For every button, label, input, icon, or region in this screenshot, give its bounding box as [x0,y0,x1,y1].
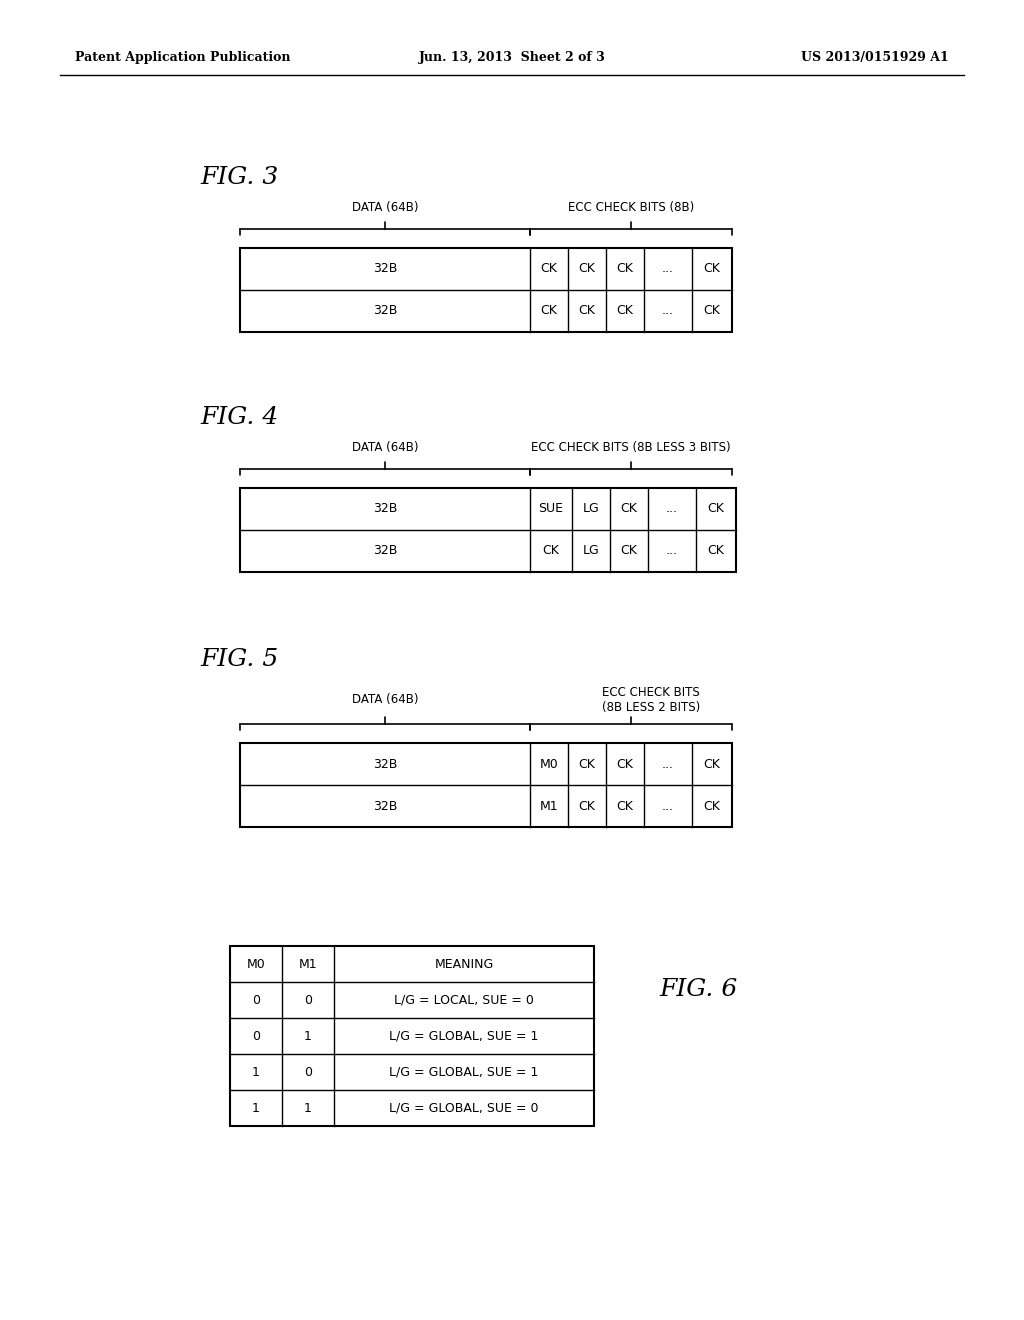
Text: 32B: 32B [373,305,397,318]
Text: FIG. 6: FIG. 6 [659,978,737,1001]
Text: 32B: 32B [373,544,397,557]
Text: CK: CK [703,305,721,318]
Text: CK: CK [579,263,595,276]
Text: 32B: 32B [373,758,397,771]
Text: ECC CHECK BITS (8B LESS 3 BITS): ECC CHECK BITS (8B LESS 3 BITS) [531,441,731,454]
Text: US 2013/0151929 A1: US 2013/0151929 A1 [801,51,949,65]
Text: M0: M0 [540,758,558,771]
Text: FIG. 3: FIG. 3 [200,166,279,190]
Text: ...: ... [662,305,674,318]
Text: 0: 0 [252,994,260,1006]
Text: CK: CK [703,263,721,276]
Text: CK: CK [616,263,634,276]
Text: CK: CK [616,305,634,318]
Text: ...: ... [666,544,678,557]
Text: 32B: 32B [373,800,397,813]
Text: 0: 0 [304,994,312,1006]
Text: CK: CK [616,758,634,771]
Text: 32B: 32B [373,503,397,516]
Text: FIG. 4: FIG. 4 [200,407,279,429]
Text: M1: M1 [540,800,558,813]
Text: CK: CK [708,503,724,516]
Text: CK: CK [541,305,557,318]
Bar [240,488,736,572]
Text: M1: M1 [299,957,317,970]
Text: 1: 1 [304,1030,312,1043]
Text: 0: 0 [304,1065,312,1078]
Text: L/G = GLOBAL, SUE = 0: L/G = GLOBAL, SUE = 0 [389,1101,539,1114]
Text: MEANING: MEANING [434,957,494,970]
Text: LG: LG [583,503,599,516]
Text: CK: CK [703,800,721,813]
Text: ...: ... [666,503,678,516]
Text: DATA (64B): DATA (64B) [352,441,418,454]
Text: CK: CK [621,503,637,516]
Text: ECC CHECK BITS (8B): ECC CHECK BITS (8B) [568,201,694,214]
Text: CK: CK [579,800,595,813]
Text: DATA (64B): DATA (64B) [352,201,418,214]
Bar [240,743,732,828]
Bar [240,248,732,333]
Text: LG: LG [583,544,599,557]
Text: L/G = GLOBAL, SUE = 1: L/G = GLOBAL, SUE = 1 [389,1030,539,1043]
Text: 1: 1 [304,1101,312,1114]
Text: M0: M0 [247,957,265,970]
Text: 1: 1 [252,1065,260,1078]
Text: CK: CK [543,544,559,557]
Text: CK: CK [621,544,637,557]
Text: DATA (64B): DATA (64B) [352,693,418,706]
Text: SUE: SUE [539,503,563,516]
Text: 32B: 32B [373,263,397,276]
Text: Patent Application Publication: Patent Application Publication [75,51,291,65]
Text: FIG. 5: FIG. 5 [200,648,279,672]
Text: ECC CHECK BITS: ECC CHECK BITS [602,685,699,698]
Text: 0: 0 [252,1030,260,1043]
Text: L/G = GLOBAL, SUE = 1: L/G = GLOBAL, SUE = 1 [389,1065,539,1078]
Text: CK: CK [541,263,557,276]
Text: Jun. 13, 2013  Sheet 2 of 3: Jun. 13, 2013 Sheet 2 of 3 [419,51,605,65]
Text: ...: ... [662,800,674,813]
Text: ...: ... [662,758,674,771]
Text: CK: CK [579,305,595,318]
Text: (8B LESS 2 BITS): (8B LESS 2 BITS) [602,701,700,714]
Text: 1: 1 [252,1101,260,1114]
Text: CK: CK [708,544,724,557]
Text: ...: ... [662,263,674,276]
Bar [230,946,594,1126]
Text: CK: CK [616,800,634,813]
Text: L/G = LOCAL, SUE = 0: L/G = LOCAL, SUE = 0 [394,994,534,1006]
Text: CK: CK [579,758,595,771]
Text: CK: CK [703,758,721,771]
